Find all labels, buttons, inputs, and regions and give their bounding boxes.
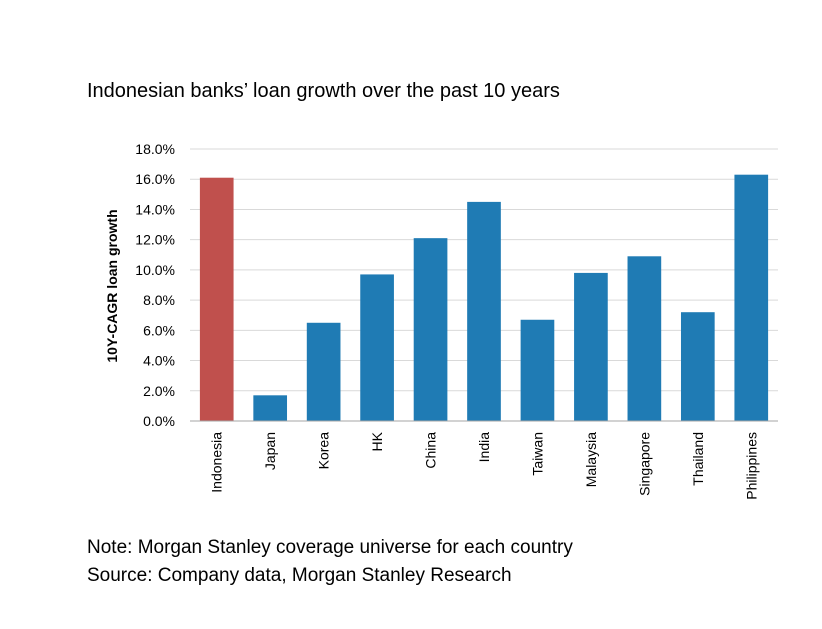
bar-hk <box>360 274 394 421</box>
bar-singapore <box>627 256 662 421</box>
x-tick-labels: Indonesia Japan Korea HK China India Taiwan Mal… <box>209 431 760 499</box>
x-tick-label: Singapore <box>636 432 652 496</box>
x-tick-label: Japan <box>262 432 278 470</box>
y-axis-title: 10Y-CAGR loan growth <box>104 209 120 362</box>
source-note: Source: Company data, Morgan Stanley Res… <box>87 565 512 586</box>
bar-philippines <box>734 174 769 421</box>
x-tick-label: Thailand <box>690 432 706 486</box>
bar-china <box>413 238 448 421</box>
y-tick-label: 18.0% <box>135 141 175 157</box>
y-tick-label: 10.0% <box>135 262 175 278</box>
y-tick-label: 2.0% <box>143 383 175 399</box>
y-tick-label: 16.0% <box>135 171 175 187</box>
x-tick-label: Malaysia <box>583 432 599 487</box>
y-tick-label: 8.0% <box>143 292 175 308</box>
y-tick-label: 6.0% <box>143 322 175 338</box>
y-tick-label: 12.0% <box>135 232 175 248</box>
y-tick-labels: 0.0% 2.0% 4.0% 6.0% 8.0% 10.0% 12.0% 14.0% 16.0%… <box>135 141 175 429</box>
bar-thailand <box>680 312 715 421</box>
bar-malaysia <box>574 272 608 421</box>
bars <box>199 174 769 421</box>
bar-japan <box>253 395 288 421</box>
y-tick-label: 0.0% <box>143 413 175 429</box>
chart-title: Indonesian banks’ loan growth over the p… <box>87 80 560 102</box>
bar-taiwan <box>520 319 555 421</box>
x-tick-label: Philippines <box>743 432 759 500</box>
bar-india <box>467 201 501 421</box>
x-tick-label: Indonesia <box>209 432 225 493</box>
x-tick-label: HK <box>369 431 385 451</box>
bar-korea <box>306 322 341 421</box>
x-tick-label: India <box>476 432 492 463</box>
y-tick-label: 14.0% <box>135 201 175 217</box>
footnote: Note: Morgan Stanley coverage universe f… <box>87 537 573 558</box>
x-tick-label: Taiwan <box>529 432 545 476</box>
bar-indonesia <box>199 177 234 421</box>
y-tick-label: 4.0% <box>143 353 175 369</box>
x-tick-label: Korea <box>316 432 332 470</box>
x-tick-label: China <box>423 432 439 469</box>
